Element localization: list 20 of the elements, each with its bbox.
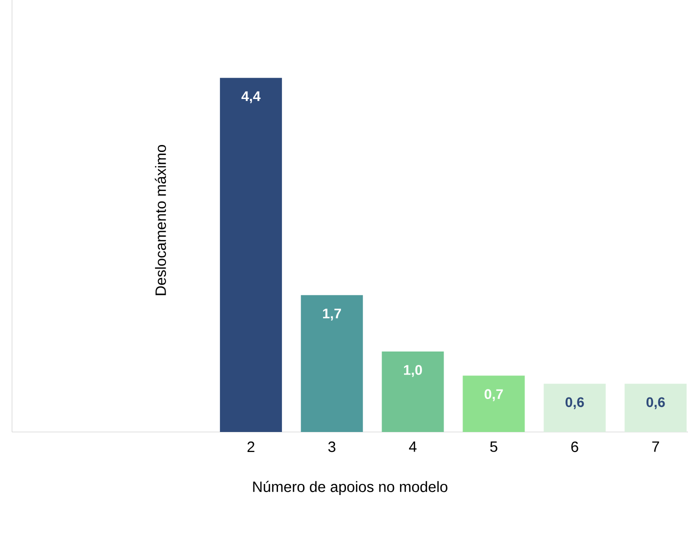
data-label: 1,0 bbox=[404, 365, 422, 377]
data-label: 0,6 bbox=[566, 397, 584, 410]
data-label: 1,7 bbox=[323, 308, 341, 320]
bar bbox=[462, 376, 525, 432]
x-tick-label: 3 bbox=[328, 442, 336, 452]
y-axis-title: Deslocamento máximo bbox=[154, 144, 166, 296]
bar bbox=[382, 352, 444, 432]
data-label: 0,6 bbox=[646, 397, 665, 410]
bar bbox=[220, 78, 282, 432]
x-tick-label: 2 bbox=[248, 442, 254, 452]
data-label: 0,7 bbox=[484, 389, 503, 402]
bar bbox=[544, 384, 606, 432]
x-tick-label: 5 bbox=[490, 442, 498, 452]
x-tick-label: 6 bbox=[571, 442, 578, 452]
x-tick-label: 4 bbox=[409, 442, 417, 452]
bar bbox=[300, 295, 363, 432]
bar bbox=[624, 384, 687, 432]
x-tick-label: 7 bbox=[652, 442, 660, 452]
data-label: 4,4 bbox=[241, 91, 261, 104]
x-axis-title: Número de apoios no modelo bbox=[253, 480, 448, 496]
